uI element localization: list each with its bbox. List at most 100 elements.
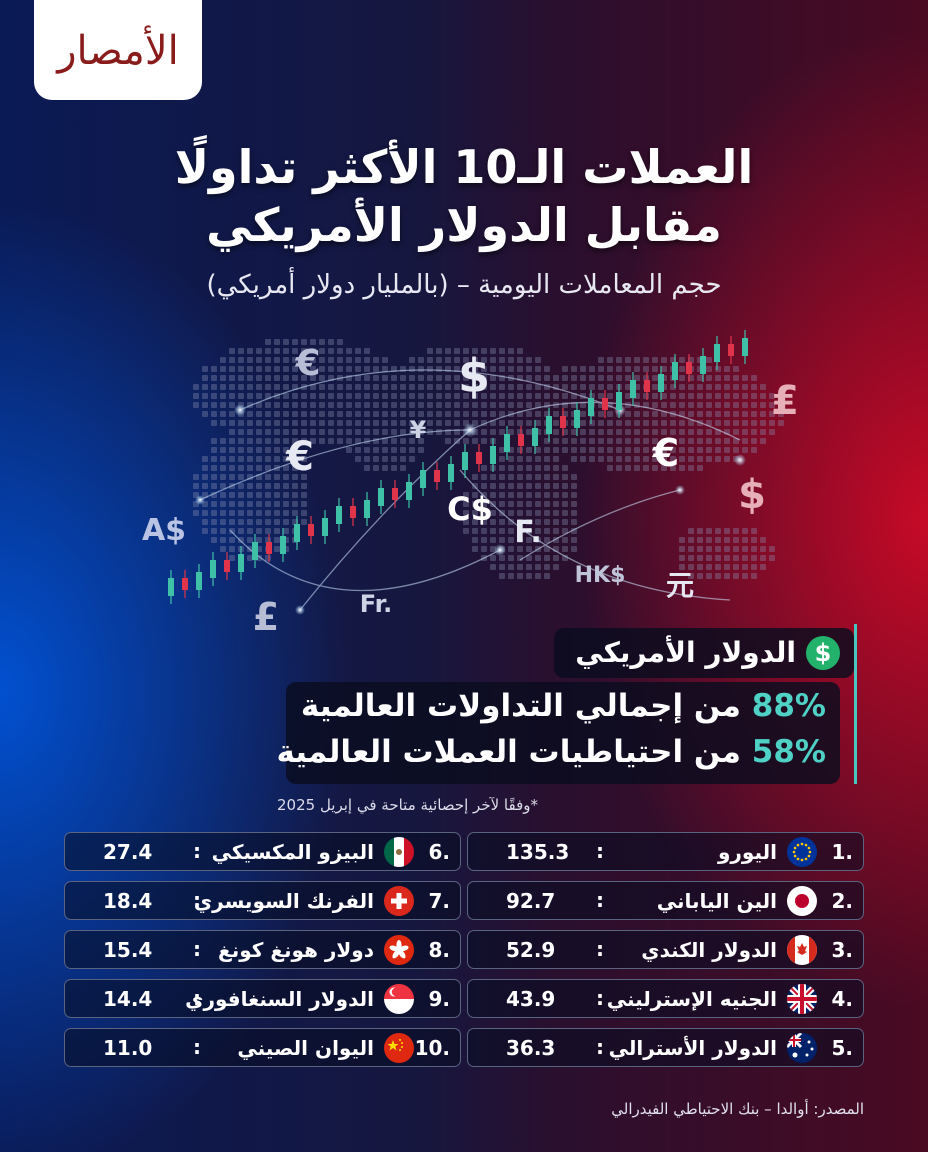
cad-symbol: C$ [447, 490, 493, 528]
candle-body [392, 488, 398, 500]
separator: : [596, 937, 604, 961]
franc-symbol-2: Fr. [360, 590, 392, 618]
daily-volume-value: 14.4 [103, 987, 153, 1011]
candle-body [742, 338, 748, 356]
candle-body [546, 416, 552, 434]
table-row: 2. الين الياباني: 92.7 [467, 881, 864, 920]
table-row: 3. الدولار الكندي: 52.9 [467, 930, 864, 969]
daily-volume-value: 135.3 [506, 840, 570, 864]
candle-body [616, 392, 622, 410]
candle-body [714, 344, 720, 362]
candle-body [518, 434, 524, 446]
candle-body [574, 410, 580, 428]
japan-flag-icon [787, 886, 817, 916]
currency-name: الدولار الكندي [641, 938, 777, 962]
daily-volume-value: 52.9 [506, 938, 556, 962]
usd-stats-panel: 88% من إجمالي التداولات العالمية 58% من … [276, 682, 840, 784]
rank-number: 4. [831, 987, 853, 1011]
currency-name: الفرنك السويسري [193, 889, 374, 913]
rank-number: 3. [831, 938, 853, 962]
euro-symbol-2: € [285, 434, 314, 480]
lira-symbol: ₤ [771, 378, 799, 424]
aud-symbol: A$ [142, 513, 186, 548]
connection-arcs [199, 369, 741, 611]
separator: : [596, 1035, 604, 1059]
currency-symbols: € $ ¥ € € $ ₤ A$ C$ F. Fr. £ HK$ 元 [142, 343, 799, 639]
separator: : [193, 986, 201, 1010]
euro-symbol-3: € [652, 431, 679, 475]
candle-body [308, 524, 314, 536]
separator: : [596, 986, 604, 1010]
candle-body [420, 470, 426, 488]
candle-body [336, 506, 342, 524]
candle-body [168, 578, 174, 596]
rank-number: 7. [428, 889, 450, 913]
stat-trading-text: من إجمالي التداولات العالمية [300, 688, 741, 724]
candle-body [672, 362, 678, 380]
candle-body [462, 452, 468, 470]
table-row: 5. الدولار الأسترالي: 36.3 [467, 1028, 864, 1067]
stat-reserves-text: من احتياطيات العملات العالمية [276, 734, 741, 770]
candle-body [504, 434, 510, 452]
candle-body [210, 560, 216, 578]
switzerland-flag-icon [384, 886, 414, 916]
yen-symbol: ¥ [410, 416, 427, 444]
daily-volume-value: 11.0 [103, 1036, 153, 1060]
separator: : [596, 839, 604, 863]
table-row: 9. الدولار السنغافوري: 14.4 [64, 979, 461, 1018]
eu-flag-icon [787, 837, 817, 867]
table-row: 6. البيزو المكسيكي: 27.4 [64, 832, 461, 871]
candle-body [224, 560, 230, 572]
table-row: 7. الفرنك السويسري: 18.4 [64, 881, 461, 920]
singapore-flag-icon [384, 984, 414, 1014]
data-note: *وفقًا لآخر إحصائية متاحة في إبريل 2025 [276, 796, 538, 814]
separator: : [193, 839, 201, 863]
rank-number: 2. [831, 889, 853, 913]
separator: : [193, 888, 201, 912]
usd-panel-header: $ الدولار الأمريكي [554, 628, 854, 678]
yuan-symbol: 元 [666, 569, 694, 602]
daily-volume-value: 27.4 [103, 840, 153, 864]
currency-name: اليورو [717, 840, 777, 864]
candle-body [294, 524, 300, 542]
candle-body [532, 428, 538, 446]
table-row: 8. دولار هونغ كونغ: 15.4 [64, 930, 461, 969]
logo: الأمصار [34, 0, 202, 100]
australia-flag-icon [787, 1033, 817, 1063]
candle-body [658, 374, 664, 392]
daily-volume-value: 15.4 [103, 938, 153, 962]
candle-body [700, 356, 706, 374]
glow-nodes [195, 404, 746, 615]
title-line-1: العملات الـ10 الأكثر تداولًا [174, 140, 754, 194]
table-row: 1. اليورو: 135.3 [467, 832, 864, 871]
source-text: المصدر: أوالدا – بنك الاحتياطي الفيدرالي [611, 1100, 864, 1118]
candle-body [280, 536, 286, 554]
candle-body [644, 380, 650, 392]
candle-body [630, 380, 636, 398]
candle-body [266, 542, 272, 554]
uk-flag-icon [787, 984, 817, 1014]
china-flag-icon [384, 1033, 414, 1063]
candle-body [182, 578, 188, 590]
rank-number: 5. [831, 1036, 853, 1060]
candle-body [406, 482, 412, 500]
franc-symbol-1: F. [514, 515, 541, 550]
candle-body [490, 446, 496, 464]
subtitle: حجم المعاملات اليومية – (بالمليار دولار … [206, 270, 722, 300]
daily-volume-value: 43.9 [506, 987, 556, 1011]
euro-symbol-1: € [294, 343, 320, 384]
mexico-flag-icon [384, 837, 414, 867]
candle-body [322, 518, 328, 536]
pound-symbol: £ [253, 595, 279, 639]
hongkong-flag-icon [384, 935, 414, 965]
usd-label: الدولار الأمريكي [575, 636, 796, 669]
candle-body [560, 416, 566, 428]
logo-text: الأمصار [57, 28, 179, 74]
rank-number: 10. [414, 1036, 450, 1060]
canada-flag-icon [787, 935, 817, 965]
candle-body [252, 542, 258, 560]
daily-volume-value: 92.7 [506, 889, 556, 913]
accent-bar [854, 624, 857, 784]
currency-name: الين الياباني [656, 889, 777, 913]
rank-number: 1. [831, 840, 853, 864]
